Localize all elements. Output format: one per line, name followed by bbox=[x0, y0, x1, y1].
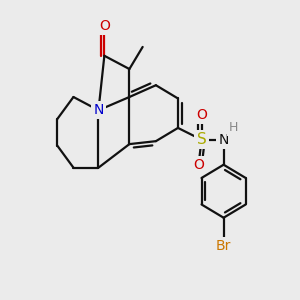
Text: O: O bbox=[196, 108, 207, 122]
Text: O: O bbox=[193, 158, 204, 172]
Text: O: O bbox=[99, 19, 110, 33]
Text: H: H bbox=[229, 122, 239, 134]
Text: N: N bbox=[93, 103, 104, 117]
Text: N: N bbox=[218, 133, 229, 147]
Text: Br: Br bbox=[216, 239, 231, 253]
Text: S: S bbox=[197, 132, 206, 147]
